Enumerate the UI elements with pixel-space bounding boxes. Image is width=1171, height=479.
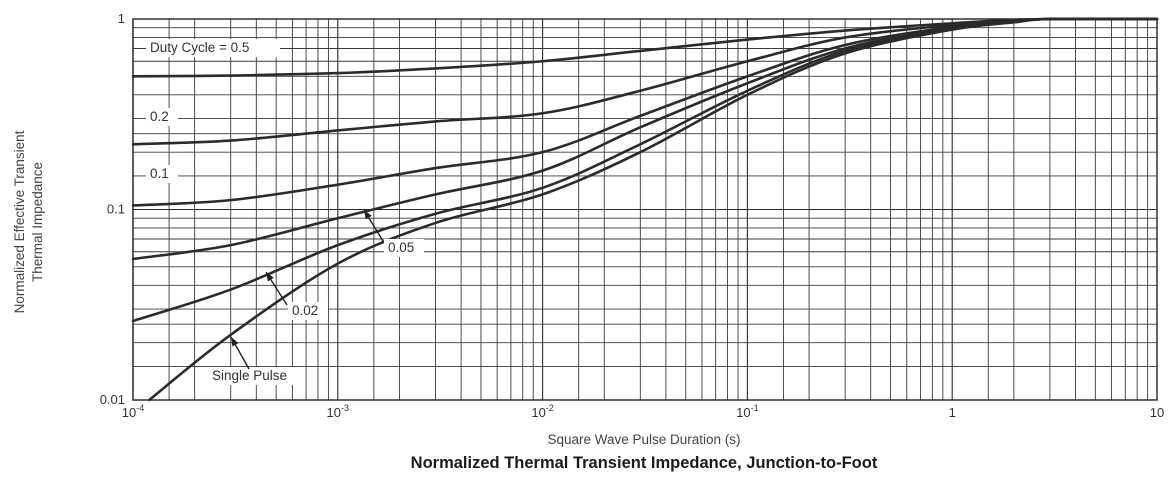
tick-labels: 10-4 10-3 10-2 10-1 1 10 0.01 0.1 1 <box>100 11 1165 420</box>
series-label-duty-cycle-0-5: Duty Cycle = 0.5 <box>150 40 249 55</box>
arrowhead-single-pulse <box>231 337 239 347</box>
curves <box>131 17 1159 402</box>
plot-frame <box>132 18 1158 401</box>
series-label-0-05: 0.05 <box>388 240 414 255</box>
x-tick-label: 1 <box>949 405 956 420</box>
arrowhead-0-05 <box>364 210 372 220</box>
series-label-0-2: 0.2 <box>150 109 169 124</box>
x-tick-label: 10-1 <box>736 403 758 420</box>
y-axis-label-line-2: Thermal Impedance <box>30 162 45 282</box>
x-tick-label: 10-4 <box>122 403 144 420</box>
x-tick-label: 10-2 <box>531 403 553 420</box>
y-tick-label: 0.1 <box>107 202 125 217</box>
series-label-0-02: 0.02 <box>292 303 318 318</box>
chart-title: Normalized Thermal Transient Impedance, … <box>411 454 878 472</box>
curve-0-05 <box>131 17 1159 261</box>
y-axis-label-line-1: Normalized Effective Transient <box>12 130 27 313</box>
x-tick-label: 10-3 <box>327 403 349 420</box>
label-bg-0-02 <box>288 302 328 320</box>
arrowhead-0-02 <box>266 272 274 282</box>
x-axis-label: Square Wave Pulse Duration (s) <box>547 432 740 447</box>
series-labels: Duty Cycle = 0.5 0.2 0.1 0.05 0.02 Single Pul… <box>146 39 424 385</box>
label-bg-duty-cycle-0-5 <box>146 39 280 57</box>
series-label-0-1: 0.1 <box>150 166 169 181</box>
label-bg-0-1 <box>146 165 178 183</box>
x-tick-label: 10 <box>1150 405 1164 420</box>
y-tick-label: 0.01 <box>100 392 125 407</box>
label-bg-0-2 <box>146 108 178 126</box>
curve-0-02 <box>131 17 1159 323</box>
curve-0-1 <box>131 17 1159 207</box>
y-tick-label: 1 <box>118 11 125 26</box>
series-label-single-pulse: Single Pulse <box>212 368 287 383</box>
label-bg-single-pulse <box>208 367 302 385</box>
curve-single-pulse <box>147 17 1159 402</box>
grid <box>132 19 1157 401</box>
label-bg-0-05 <box>384 239 424 257</box>
